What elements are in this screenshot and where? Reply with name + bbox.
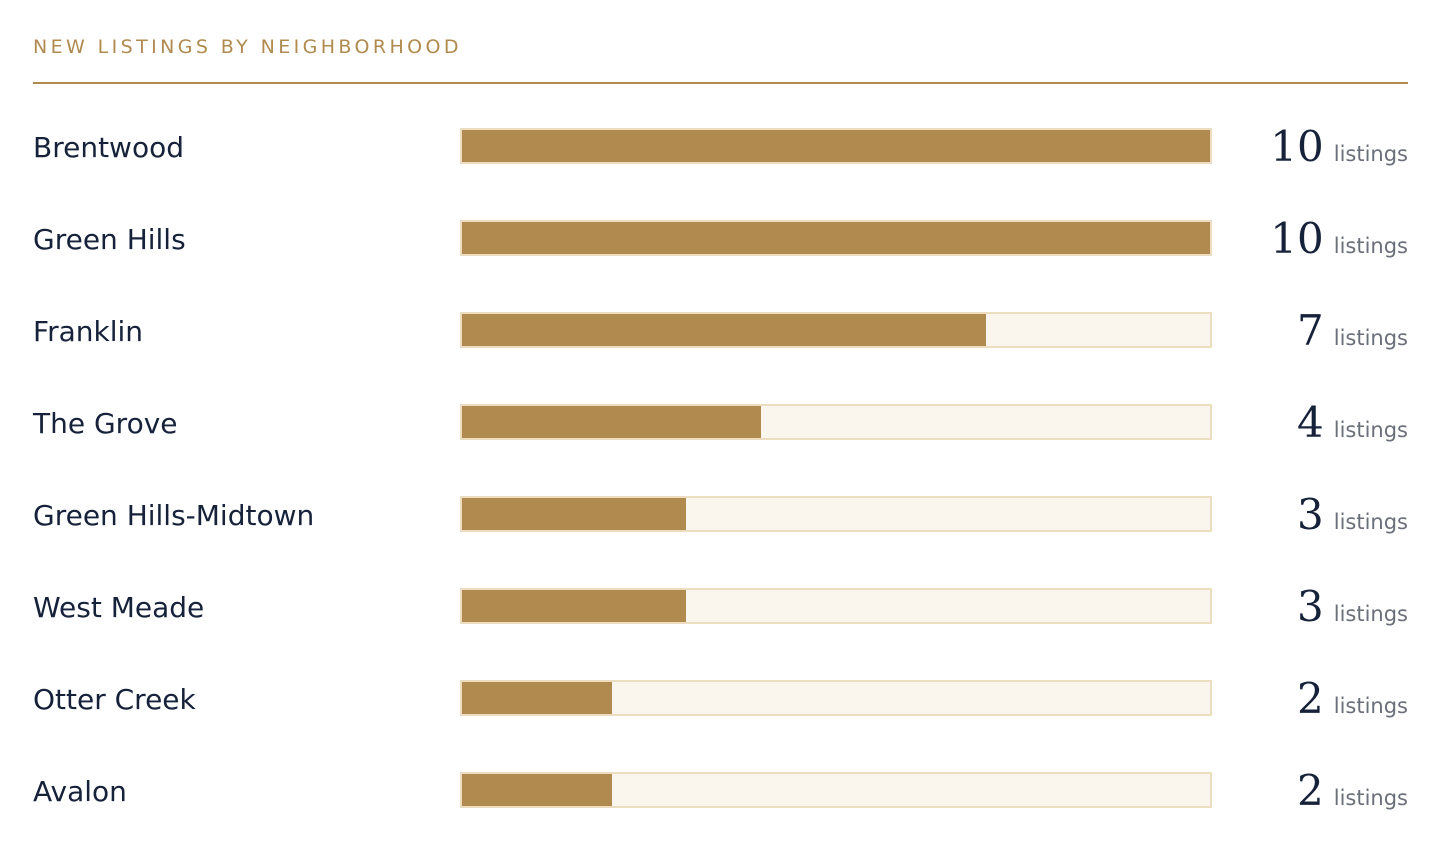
bar-row: The Grove 4 listings — [33, 382, 1408, 474]
bar-list: Brentwood 10 listings Green Hills 10 listings… — [33, 106, 1408, 842]
bar-track — [460, 588, 1212, 624]
category-label: Green Hills-Midtown — [33, 499, 315, 532]
unit-label: listings — [1333, 510, 1408, 534]
bar-row: Brentwood 10 listings — [33, 106, 1408, 198]
value-label: 3 — [1297, 582, 1324, 631]
bar-track — [460, 128, 1212, 164]
bar — [462, 774, 612, 806]
count-label: 10 listings — [1270, 120, 1408, 174]
unit-label: listings — [1333, 602, 1408, 626]
value-label: 2 — [1297, 766, 1324, 815]
value-label: 10 — [1270, 214, 1324, 263]
bar-row: Otter Creek 2 listings — [33, 658, 1408, 750]
count-label: 3 listings — [1297, 488, 1408, 542]
bar-row: Avalon 2 listings — [33, 750, 1408, 842]
count-label: 7 listings — [1297, 304, 1408, 358]
value-label: 7 — [1297, 306, 1324, 355]
bar — [462, 314, 986, 346]
count-label: 3 listings — [1297, 580, 1408, 634]
bar — [462, 406, 762, 438]
value-label: 10 — [1270, 122, 1324, 171]
bar-track — [460, 680, 1212, 716]
count-label: 2 listings — [1297, 764, 1408, 818]
bar — [462, 222, 1210, 254]
bar — [462, 498, 687, 530]
bar-row: Franklin 7 listings — [33, 290, 1408, 382]
unit-label: listings — [1333, 142, 1408, 166]
count-label: 2 listings — [1297, 672, 1408, 726]
unit-label: listings — [1333, 234, 1408, 258]
value-label: 3 — [1297, 490, 1324, 539]
category-label: Green Hills — [33, 223, 186, 256]
count-label: 4 listings — [1297, 396, 1408, 450]
category-label: The Grove — [33, 407, 178, 440]
bar-track — [460, 772, 1212, 808]
category-label: West Meade — [33, 591, 205, 624]
unit-label: listings — [1333, 786, 1408, 810]
unit-label: listings — [1333, 326, 1408, 350]
bar-row: West Meade 3 listings — [33, 566, 1408, 658]
bar-row: Green Hills 10 listings — [33, 198, 1408, 290]
category-label: Franklin — [33, 315, 144, 348]
bar-track — [460, 312, 1212, 348]
bar-track — [460, 220, 1212, 256]
title-divider — [33, 82, 1408, 84]
value-label: 4 — [1297, 398, 1324, 447]
panel-title: NEW LISTINGS BY NEIGHBORHOOD — [33, 36, 462, 58]
category-label: Brentwood — [33, 131, 184, 164]
unit-label: listings — [1333, 694, 1408, 718]
category-label: Avalon — [33, 775, 127, 808]
category-label: Otter Creek — [33, 683, 196, 716]
unit-label: listings — [1333, 418, 1408, 442]
value-label: 2 — [1297, 674, 1324, 723]
bar — [462, 590, 687, 622]
bar-track — [460, 404, 1212, 440]
bar-row: Green Hills-Midtown 3 listings — [33, 474, 1408, 566]
count-label: 10 listings — [1270, 212, 1408, 266]
bar-track — [460, 496, 1212, 532]
bar — [462, 682, 612, 714]
bar — [462, 130, 1210, 162]
